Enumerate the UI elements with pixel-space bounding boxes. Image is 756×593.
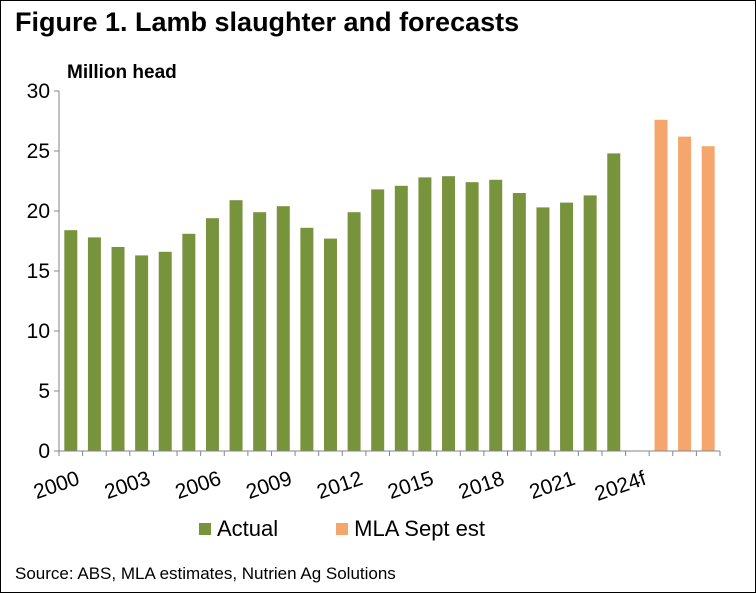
y-axis-unit-label: Million head — [67, 62, 177, 83]
bar-actual-2016 — [442, 176, 456, 451]
y-tick-label-10: 10 — [27, 320, 50, 343]
x-tick-label-2009: 2009 — [243, 467, 295, 504]
legend-swatch-mla-sept-est — [336, 523, 349, 535]
bar-actual-2000 — [64, 230, 78, 451]
bar-actual-2019 — [512, 193, 526, 451]
x-tick-label-2006: 2006 — [172, 467, 224, 504]
bar-actual-2022 — [583, 195, 597, 451]
y-tick-label-15: 15 — [27, 260, 50, 283]
bar-actual-2023 — [607, 153, 621, 451]
y-tick-label-0: 0 — [38, 440, 50, 463]
bar-actual-2017 — [465, 182, 479, 451]
bar-mla-sept-est-2025f — [654, 119, 668, 452]
x-tick-label-2021: 2021 — [527, 467, 579, 504]
chart-title: Figure 1. Lamb slaughter and forecasts — [15, 7, 520, 37]
bar-mla-sept-est-2027f — [701, 146, 715, 451]
bar-actual-2015 — [418, 177, 432, 451]
bar-actual-2012 — [347, 212, 361, 451]
legend: Actual MLA Sept est — [199, 516, 485, 542]
legend-item-mla-sept-est: MLA Sept est — [336, 516, 485, 542]
x-tick-label-2000: 2000 — [31, 467, 83, 504]
bar-actual-2014 — [394, 185, 408, 452]
bar-actual-2013 — [371, 189, 385, 451]
bar-actual-2020 — [536, 207, 550, 451]
x-tick-label-2003: 2003 — [102, 467, 154, 504]
x-tick-label-2015: 2015 — [385, 467, 437, 504]
bar-actual-2003 — [135, 255, 149, 451]
y-tick-label-5: 5 — [38, 380, 50, 403]
bar-actual-2011 — [323, 238, 337, 451]
x-tick-label-2018: 2018 — [456, 467, 508, 504]
bar-actual-2021 — [560, 202, 574, 451]
legend-item-actual: Actual — [199, 516, 278, 542]
source-note: Source: ABS, MLA estimates, Nutrien Ag S… — [15, 564, 396, 583]
x-tick-label-2024f: 2024f — [592, 467, 649, 506]
legend-label-mla-sept-est: MLA Sept est — [354, 516, 486, 541]
bar-actual-2007 — [229, 200, 243, 451]
bar-actual-2005 — [182, 233, 196, 451]
bar-actual-2004 — [158, 251, 172, 451]
y-tick-label-25: 25 — [27, 140, 50, 163]
bar-mla-sept-est-2026f — [678, 136, 692, 451]
legend-swatch-actual — [199, 523, 211, 535]
bar-actual-2009 — [276, 206, 290, 451]
bar-actual-2008 — [253, 212, 267, 451]
y-tick-label-30: 30 — [27, 80, 50, 103]
bar-actual-2018 — [489, 179, 503, 452]
legend-label-actual: Actual — [217, 516, 279, 541]
x-tick-label-2012: 2012 — [314, 467, 366, 504]
bar-actual-2006 — [205, 218, 219, 451]
y-tick-label-20: 20 — [27, 200, 50, 223]
bar-actual-2010 — [300, 227, 314, 451]
bar-actual-2002 — [111, 247, 125, 451]
bar-actual-2001 — [87, 237, 101, 451]
